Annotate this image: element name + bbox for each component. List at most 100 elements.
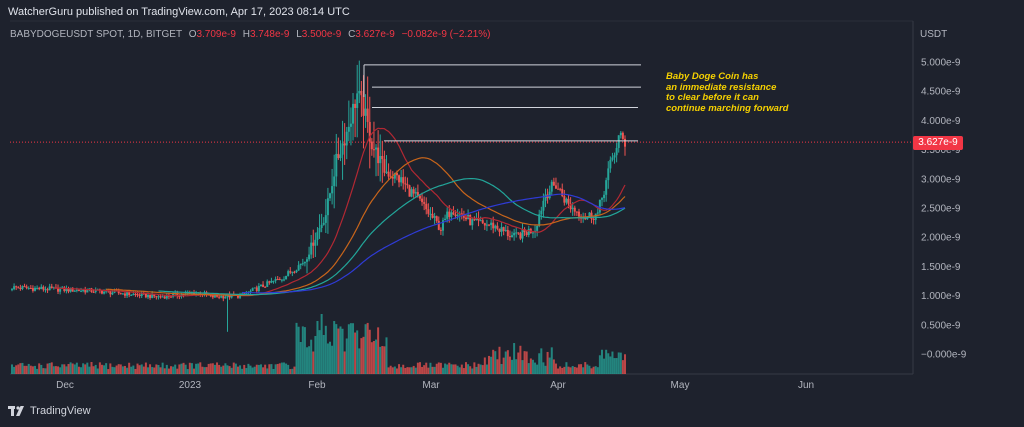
volume-bar (36, 368, 39, 374)
candle-body (218, 296, 221, 298)
volume-bar (57, 366, 60, 374)
candle-body (393, 172, 396, 179)
candle-body (439, 229, 442, 231)
annotation-line: an immediate resistance (666, 81, 777, 93)
volume-bar (441, 367, 444, 374)
volume-bar (128, 362, 131, 374)
volume-bar (224, 363, 227, 374)
volume-bar (624, 354, 626, 374)
candle-body (211, 295, 214, 298)
volume-bar (174, 364, 177, 374)
volume-bar (291, 368, 294, 374)
volume-bar (119, 364, 122, 374)
volume-bar (90, 362, 93, 374)
volume-bar (598, 355, 601, 374)
volume-bar (31, 366, 34, 374)
candle-body (128, 291, 131, 296)
candle-body (508, 236, 511, 238)
volume-bar (165, 364, 168, 374)
volume-bar (50, 362, 53, 374)
candle-body (527, 228, 530, 236)
candle-body (356, 93, 359, 108)
volume-bar (391, 367, 394, 374)
volume-bar (318, 330, 321, 374)
candle-body (136, 294, 139, 296)
candle-body (216, 295, 219, 297)
candle-body (57, 287, 60, 292)
volume-bar (358, 348, 361, 374)
ma-line-teal (158, 178, 626, 296)
volume-bar (343, 351, 346, 374)
candle-body (573, 207, 576, 212)
volume-bar (109, 363, 112, 374)
candle-body (280, 279, 283, 281)
volume-bar (385, 337, 388, 374)
volume-bar (368, 329, 371, 374)
candle-body (308, 254, 311, 260)
symbol-name[interactable]: BABYDOGEUSDT SPOT, 1D, BITGET (10, 29, 182, 40)
low-label: L (296, 29, 302, 40)
candle-body (460, 213, 463, 215)
candle-body (575, 211, 578, 213)
volume-bar (345, 338, 348, 374)
volume-bar (100, 364, 103, 374)
volume-bar (559, 366, 562, 374)
volume-bar (548, 357, 551, 374)
candle-body (165, 294, 168, 299)
volume-bar (452, 364, 455, 374)
volume-bar (310, 339, 313, 374)
volume-bar (347, 324, 350, 374)
candle-body (402, 177, 405, 184)
y-tick-label: 2.000e-9 (921, 233, 961, 244)
candle-body (82, 290, 85, 292)
x-tick-label: Mar (422, 380, 440, 391)
candle-body (502, 227, 505, 231)
x-tick-label: Apr (550, 380, 566, 391)
publisher-credit: WatcherGuru published on TradingView.com… (8, 6, 350, 18)
volume-bar (600, 349, 603, 374)
volume-bar (483, 357, 486, 374)
candle-body (567, 198, 570, 204)
candle-body (596, 212, 599, 214)
x-tick-label: Feb (308, 380, 326, 391)
volume-bar (498, 346, 501, 374)
volume-bar (234, 363, 237, 374)
volume-bar (138, 365, 141, 374)
volume-bar (492, 349, 495, 374)
volume-bar (613, 358, 616, 374)
candle-body (220, 295, 223, 298)
volume-bar (84, 364, 87, 374)
volume-bar (408, 367, 411, 374)
candle-body (266, 281, 269, 287)
volume-bar (619, 352, 622, 374)
volume-bar (176, 368, 179, 374)
candle-body (29, 288, 32, 290)
volume-bar (178, 364, 181, 374)
volume-bar (550, 347, 553, 374)
candle-body (305, 259, 308, 262)
candle-body (119, 293, 122, 295)
volume-bar (567, 366, 570, 374)
tradingview-logo-icon (8, 406, 24, 416)
candle-body (228, 294, 231, 298)
volume-bar (406, 367, 409, 374)
candle-body (293, 271, 296, 273)
candle-body (155, 296, 158, 298)
candle-body (492, 222, 495, 229)
volume-bar (473, 362, 476, 374)
volume-bar (98, 362, 101, 374)
candle-body (366, 108, 369, 122)
volume-bar (276, 363, 279, 374)
volume-bar (48, 363, 51, 374)
volume-bar (588, 365, 591, 374)
volume-bar (527, 363, 530, 374)
volume-bar (404, 367, 407, 374)
volume-bar (103, 365, 106, 374)
candle-body (19, 287, 22, 289)
candle-body (404, 183, 407, 185)
candle-body (598, 199, 601, 213)
candle-body (504, 229, 507, 231)
volume-bar (257, 364, 260, 374)
volume-bar (418, 362, 421, 374)
